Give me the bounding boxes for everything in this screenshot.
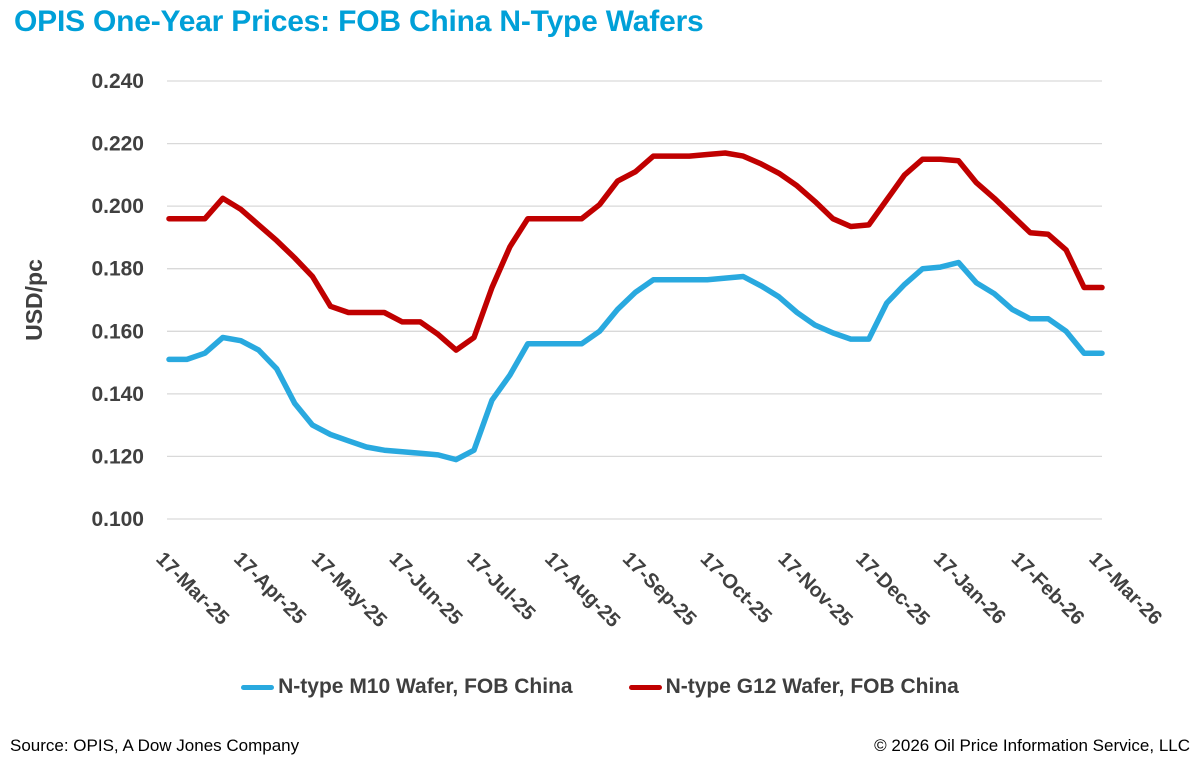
y-tick-label: 0.160	[91, 320, 144, 343]
x-tick-label: 17-Aug-25	[540, 548, 624, 632]
chart-title: OPIS One-Year Prices: FOB China N-Type W…	[14, 5, 704, 38]
series-line-g12	[166, 150, 1105, 353]
x-tick-label: 17-Jun-25	[385, 548, 467, 630]
legend-swatch-1	[628, 684, 662, 690]
y-axis-title: USD/pc	[21, 259, 47, 341]
legend-item-m10-wafer: N-type M10 Wafer, FOB China	[241, 675, 573, 699]
x-tick-label: 17-May-25	[307, 548, 391, 632]
legend-swatch-0	[241, 684, 275, 690]
x-tick-label: 17-Apr-25	[229, 548, 310, 629]
y-tick-label: 0.180	[91, 258, 144, 281]
x-tick-label: 17-Nov-25	[773, 548, 856, 631]
x-tick-label: 17-Sep-25	[618, 548, 700, 630]
y-tick-label: 0.120	[91, 445, 144, 468]
x-tick-label: 17-Mar-26	[1084, 548, 1166, 630]
y-tick-label: 0.140	[91, 383, 144, 406]
y-tick-label: 0.100	[91, 508, 144, 531]
x-tick-label: 17-Feb-26	[1007, 548, 1089, 630]
x-tick-label: 17-Dec-25	[851, 548, 933, 630]
legend: N-type M10 Wafer, FOB China N-type G12 W…	[0, 675, 1200, 699]
y-tick-label: 0.240	[91, 70, 144, 93]
x-tick-label: 17-Jan-26	[929, 548, 1010, 629]
legend-item-g12-wafer: N-type G12 Wafer, FOB China	[628, 675, 959, 699]
x-tick-label: 17-Jul-25	[462, 548, 539, 625]
x-tick-label: 17-Oct-25	[696, 548, 776, 628]
x-tick-label: 17-Mar-25	[151, 548, 233, 630]
legend-label-m10-wafer: N-type M10 Wafer, FOB China	[278, 675, 573, 698]
series-line-m10	[166, 259, 1105, 463]
legend-label-g12-wafer: N-type G12 Wafer, FOB China	[665, 675, 959, 698]
y-tick-label: 0.200	[91, 195, 144, 218]
footer: Source: OPIS, A Dow Jones Company © 2026…	[0, 736, 1200, 756]
y-tick-label: 0.220	[91, 133, 144, 156]
footer-copyright: © 2026 Oil Price Information Service, LL…	[874, 736, 1190, 755]
footer-source: Source: OPIS, A Dow Jones Company	[10, 736, 300, 755]
